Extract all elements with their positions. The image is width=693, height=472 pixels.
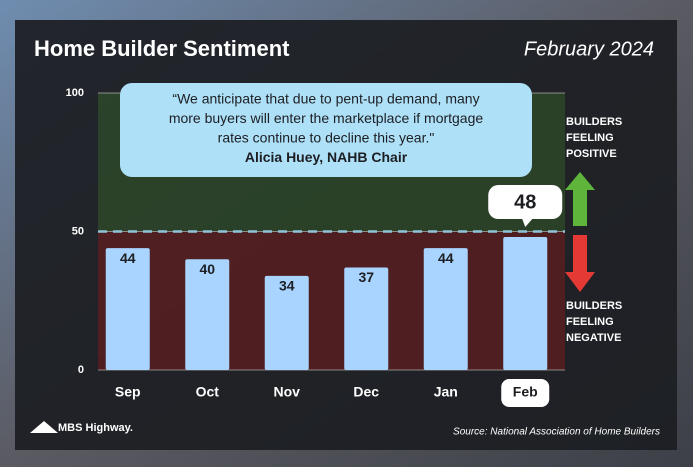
- highlight-pill: [501, 379, 550, 407]
- quote-line: “We anticipate that due to pent-up deman…: [172, 91, 479, 107]
- negative-zone: [98, 231, 565, 370]
- x-tick-label: Nov: [274, 384, 301, 400]
- quote-line: Alicia Huey, NAHB Chair: [245, 149, 408, 165]
- value-label: 37: [358, 269, 374, 285]
- value-label: 44: [120, 250, 136, 266]
- y-tick-label: 100: [66, 87, 84, 99]
- x-tick-label: Feb: [513, 384, 538, 400]
- bar: [423, 248, 468, 370]
- source: Source: National Association of Home Bui…: [453, 427, 660, 438]
- value-label: 44: [438, 250, 454, 266]
- x-tick-label: Dec: [353, 384, 379, 400]
- quote-line: more buyers will enter the marketplace i…: [169, 110, 484, 126]
- x-tick-label: Jan: [434, 384, 458, 400]
- value-label: 48: [514, 191, 536, 213]
- down-arrow: [565, 235, 595, 292]
- x-tick-label: Sep: [115, 384, 141, 400]
- bar: [503, 237, 548, 370]
- brand-logo: [30, 421, 58, 433]
- positive-label: FEELING: [566, 132, 614, 144]
- x-tick-label: Oct: [196, 384, 220, 400]
- brand: MBS Highway.: [58, 422, 133, 434]
- value-bubble: [488, 185, 563, 228]
- positive-label: BUILDERS: [566, 116, 622, 128]
- chart-subtitle: February 2024: [524, 38, 654, 60]
- value-label: 40: [199, 261, 215, 277]
- bar: [185, 259, 230, 370]
- negative-label: BUILDERS: [566, 300, 622, 312]
- bar: [105, 248, 150, 370]
- value-label: 34: [279, 278, 295, 294]
- chart-title: Home Builder Sentiment: [34, 36, 290, 61]
- negative-label: NEGATIVE: [566, 332, 621, 344]
- quote-line: rates continue to decline this year.": [218, 130, 435, 146]
- quote-box: [120, 83, 532, 177]
- negative-label: FEELING: [566, 316, 614, 328]
- bar: [264, 275, 309, 370]
- y-tick-label: 50: [72, 225, 84, 237]
- up-arrow: [565, 172, 595, 226]
- y-tick-label: 0: [78, 364, 84, 376]
- positive-label: POSITIVE: [566, 148, 617, 160]
- bar: [344, 267, 389, 370]
